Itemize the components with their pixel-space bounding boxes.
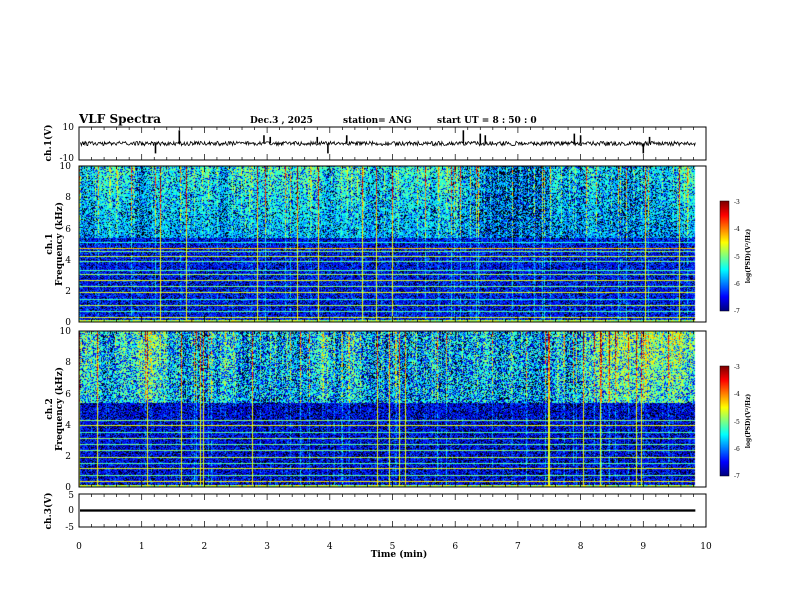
ch3-waveform-trace: [80, 509, 696, 512]
ch3-waveform-ylabel: ch.3(V): [43, 493, 54, 530]
time-axis-label: Time (min): [371, 549, 428, 560]
ch2-colorbar-gradient: [720, 366, 729, 476]
time-tick-label-0: 0: [76, 542, 82, 552]
date-label: Dec.3 , 2025: [250, 116, 313, 126]
time-tick-label-5: 5: [390, 542, 396, 552]
ch1-spectrogram-panel: 0 2 4 6 8 10 ch.1 Frequency (kHz) -3 -4 …: [45, 162, 752, 328]
ch2-spectrogram-ylabel-channel: ch.2: [45, 398, 55, 419]
ch2-spectrogram-panel: 0 2 4 6 8 10 ch.2 Frequency (kHz) -3 -4 …: [45, 327, 752, 493]
time-tick-label-4: 4: [327, 542, 333, 552]
ch1-colorbar-gradient: [720, 201, 729, 311]
time-tick-label-3: 3: [264, 542, 270, 552]
ch1-cbar-tick-m4: -4: [734, 226, 740, 233]
ch3-ytick-mid: 0: [68, 506, 74, 516]
time-tick-label-7: 7: [515, 542, 521, 552]
ch1-colorbar: -3 -4 -5 -6 -7 log(PSD)(V²/Hz): [719, 199, 752, 315]
ch2-freq-tick-8: 8: [65, 358, 71, 368]
ch2-spectrogram-ylabel-axis: Frequency (kHz): [54, 367, 65, 451]
ch1-cbar-tick-m6: -6: [734, 281, 740, 288]
ch1-colorbar-label: log(PSD)(V²/Hz): [745, 229, 752, 284]
ch1-cbar-tick-m5: -5: [734, 254, 740, 261]
ch1-spectrogram-ylabel-channel: ch.1: [45, 233, 55, 254]
ch1-freq-tick-2: 2: [65, 287, 71, 297]
ch1-waveform-panel: 10 -10 ch.1(V): [43, 123, 707, 164]
ch2-freq-tick-10: 10: [60, 327, 72, 337]
time-tick-label-1: 1: [139, 542, 145, 552]
ch2-cbar-tick-m6: -6: [734, 446, 740, 453]
ch1-ytick-bottom: -10: [60, 154, 75, 164]
ch1-freq-tick-8: 8: [65, 193, 71, 203]
time-tick-label-10: 10: [700, 542, 712, 552]
ch2-spectrogram-ylabel: ch.2 Frequency (kHz): [45, 367, 65, 451]
ch2-cbar-tick-m4: -4: [734, 391, 740, 398]
ch1-colorbar-frame: [719, 200, 730, 312]
ch1-waveform-ylabel: ch.1(V): [43, 125, 54, 162]
figure-title: VLF Spectra: [78, 112, 161, 126]
ch2-spectrogram-heatmap: [79, 331, 706, 487]
ch1-freq-tick-10: 10: [60, 162, 72, 172]
start-ut-label: start UT = 8 : 50 : 0: [437, 116, 537, 126]
ch1-spectrogram-ylabel: ch.1 Frequency (kHz): [45, 202, 65, 286]
ch2-colorbar-frame: [719, 365, 730, 477]
time-tick-label-9: 9: [640, 542, 646, 552]
station-label: station= ANG: [343, 116, 412, 126]
ch2-colorbar-label: log(PSD)(V²/Hz): [745, 394, 752, 449]
ch2-cbar-tick-m7: -7: [734, 473, 740, 480]
ch1-freq-tick-4: 4: [65, 256, 71, 266]
ch1-ytick-top: 10: [63, 123, 75, 133]
time-axis-tick-labels: 0 1 2 3 4 5 6 7 8 9 10: [76, 542, 712, 552]
ch2-freq-tick-2: 2: [65, 452, 71, 462]
ch3-waveform-ticks: [78, 494, 707, 527]
ch2-freq-tick-4: 4: [65, 421, 71, 431]
ch1-spectrogram-heatmap: [79, 166, 706, 322]
time-tick-label-2: 2: [202, 542, 208, 552]
ch3-ytick-top: 5: [68, 491, 74, 501]
ch2-spectrogram-ticks: [78, 331, 707, 487]
ch3-ytick-bottom: -5: [65, 523, 74, 533]
ch2-cbar-tick-m3: -3: [734, 364, 740, 371]
time-tick-label-6: 6: [452, 542, 458, 552]
ch1-waveform-ticks: [78, 127, 707, 160]
ch1-freq-tick-0: 0: [65, 318, 71, 328]
ch1-waveform-trace: [80, 139, 696, 148]
time-tick-label-8: 8: [578, 542, 584, 552]
ch1-spectrogram-ylabel-axis: Frequency (kHz): [54, 202, 65, 286]
ch1-cbar-tick-m7: -7: [734, 308, 740, 315]
ch1-freq-tick-6: 6: [65, 225, 71, 235]
ch2-colorbar: -3 -4 -5 -6 -7 log(PSD)(V²/Hz): [719, 364, 752, 480]
ch2-freq-tick-0: 0: [65, 483, 71, 493]
ch1-cbar-tick-m3: -3: [734, 199, 740, 206]
ch2-freq-tick-6: 6: [65, 390, 71, 400]
ch3-waveform-panel: 5 0 -5 ch.3(V) 0 1 2 3 4 5 6 7 8 9 10 Time (min): [43, 491, 712, 560]
ch1-spectrogram-ticks: [78, 166, 707, 322]
ch2-cbar-tick-m5: -5: [734, 419, 740, 426]
ch1-spike-group: [154, 130, 651, 154]
